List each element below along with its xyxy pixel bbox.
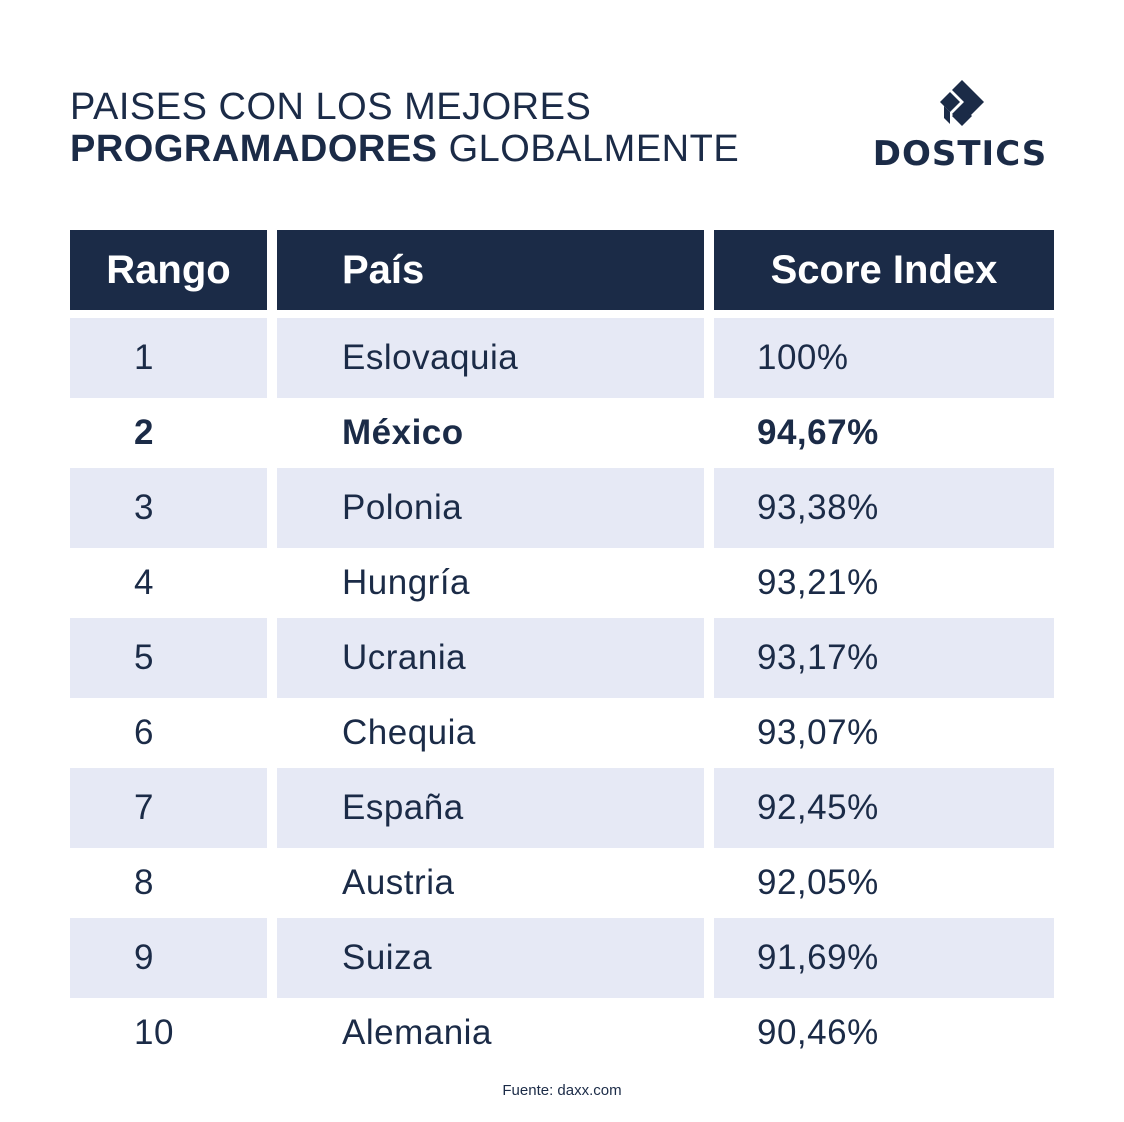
table-row: 10 Alemania 90,46%: [70, 995, 1054, 1070]
rank-cell: 7: [70, 768, 267, 848]
table-row: 8 Austria 92,05%: [70, 845, 1054, 920]
rank-cell: 2: [134, 412, 154, 452]
ranking-table: Rango País Score Index 1 Eslovaquia 100%…: [70, 230, 1054, 1070]
stacked-diamonds-logo-icon: [940, 80, 984, 126]
score-cell: 93,17%: [714, 618, 1054, 698]
country-cell: Hungría: [342, 562, 471, 602]
table-header-row: Rango País Score Index: [70, 230, 1054, 310]
score-cell: 92,45%: [714, 768, 1054, 848]
table-row: 7 España 92,45%: [70, 768, 1054, 848]
title-bold-word: PROGRAMADORES: [70, 128, 438, 170]
score-cell: 92,05%: [757, 862, 879, 902]
table-row: 6 Chequia 93,07%: [70, 695, 1054, 770]
table-row: 5 Ucrania 93,17%: [70, 618, 1054, 698]
table-row: 9 Suiza 91,69%: [70, 918, 1054, 998]
country-cell: Alemania: [342, 1012, 492, 1052]
country-cell: Eslovaquia: [277, 318, 704, 398]
logo-text: DOSTICS: [872, 134, 1048, 174]
rank-cell: 3: [70, 468, 267, 548]
country-cell: Suiza: [277, 918, 704, 998]
country-cell: Polonia: [277, 468, 704, 548]
header-score-index: Score Index: [714, 230, 1054, 310]
page-title: PAISES CON LOS MEJORES PROGRAMADORES GLO…: [70, 86, 739, 170]
score-cell: 91,69%: [714, 918, 1054, 998]
table-row-highlighted: 2 México 94,67%: [70, 395, 1054, 470]
country-cell: España: [277, 768, 704, 848]
title-rest: GLOBALMENTE: [437, 128, 740, 170]
source-note: Fuente: daxx.com: [502, 1082, 622, 1099]
country-cell: Chequia: [342, 712, 476, 752]
header-pais: País: [277, 230, 704, 310]
score-cell: 93,07%: [757, 712, 879, 752]
country-cell: Ucrania: [277, 618, 704, 698]
rank-cell: 9: [70, 918, 267, 998]
rank-cell: 6: [134, 712, 154, 752]
header-rango: Rango: [70, 230, 267, 310]
table-row: 1 Eslovaquia 100%: [70, 318, 1054, 398]
score-cell: 93,38%: [714, 468, 1054, 548]
score-cell: 94,67%: [757, 412, 879, 452]
rank-cell: 1: [70, 318, 267, 398]
score-cell: 100%: [714, 318, 1054, 398]
rank-cell: 4: [134, 562, 154, 602]
rank-cell: 10: [134, 1012, 174, 1052]
score-cell: 93,21%: [757, 562, 879, 602]
title-line-1: PAISES CON LOS MEJORES: [70, 86, 592, 128]
country-cell: Austria: [342, 862, 455, 902]
table-row: 3 Polonia 93,38%: [70, 468, 1054, 548]
country-cell: México: [342, 412, 464, 452]
dostics-logo: DOSTICS: [868, 78, 1052, 174]
title-line-2: PROGRAMADORES GLOBALMENTE: [70, 128, 739, 170]
rank-cell: 5: [70, 618, 267, 698]
table-row: 4 Hungría 93,21%: [70, 545, 1054, 620]
rank-cell: 8: [134, 862, 154, 902]
score-cell: 90,46%: [757, 1012, 879, 1052]
